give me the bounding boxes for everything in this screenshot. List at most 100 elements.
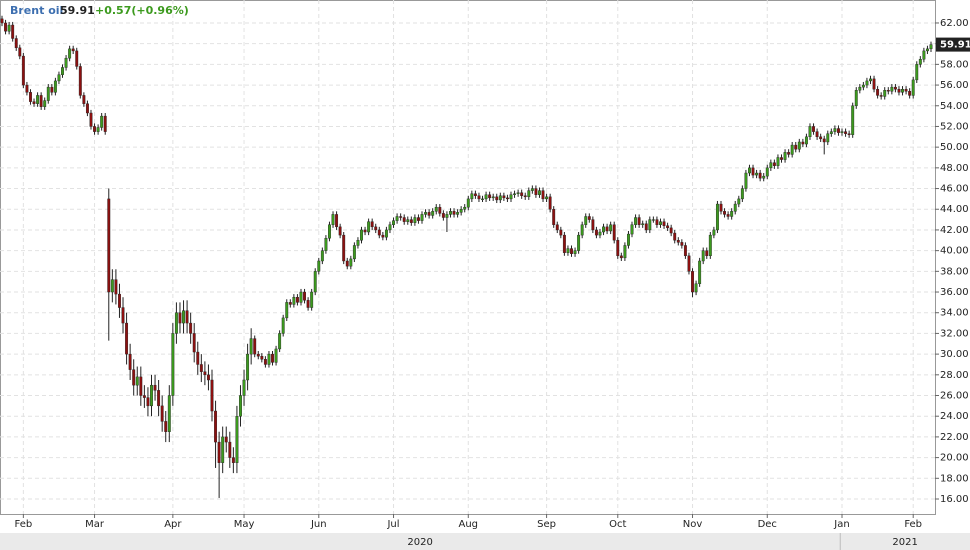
candle-body: [765, 167, 769, 177]
candle-body: [847, 133, 851, 135]
candle-body: [445, 214, 449, 218]
y-tick-label: 26.00: [940, 391, 969, 402]
x-tick-label: Aug: [459, 519, 479, 530]
candle-body: [922, 50, 926, 60]
candle-body: [413, 217, 417, 223]
candle-body: [687, 255, 691, 272]
candle-body: [893, 86, 897, 90]
candle-body: [14, 38, 18, 49]
price-change: +0.57(+0.96%): [95, 4, 189, 17]
candle-body: [815, 131, 819, 138]
candle-body: [424, 212, 428, 215]
y-tick-label: 22.00: [940, 432, 969, 443]
candle-body: [139, 376, 143, 396]
candle-body: [602, 226, 605, 233]
candle-body: [691, 271, 694, 293]
candle-body: [534, 188, 538, 195]
candle-body: [128, 353, 132, 370]
candle-body: [644, 223, 648, 231]
candle-body: [53, 80, 57, 93]
candle-body: [566, 248, 570, 253]
candle-body: [317, 260, 321, 272]
candle-body: [370, 221, 374, 228]
candle-body: [146, 397, 150, 407]
candle-body: [573, 250, 577, 254]
candle-body: [872, 78, 876, 90]
candle-body: [591, 219, 595, 231]
year-label: 2021: [892, 537, 917, 548]
candle-body: [808, 126, 812, 138]
candle-body: [313, 271, 317, 293]
candle-body: [705, 250, 709, 257]
candle-body: [132, 369, 136, 386]
candle-body: [438, 206, 442, 214]
y-tick-label: 34.00: [940, 308, 969, 319]
candle-body: [75, 50, 79, 67]
candle-body: [118, 293, 121, 308]
candle-body: [310, 291, 314, 308]
candle-body: [459, 209, 463, 213]
candle-body: [377, 229, 381, 236]
candle-body: [196, 351, 200, 365]
candle-body: [577, 234, 581, 251]
candle-body: [715, 203, 719, 231]
candle-body: [925, 48, 929, 52]
candle-body: [758, 172, 762, 179]
candle-body: [666, 225, 670, 229]
candle-body: [345, 260, 349, 267]
candle-body: [64, 57, 68, 68]
candle-body: [562, 234, 566, 253]
candle-body: [260, 355, 264, 360]
candle-body: [125, 322, 129, 355]
candle-body: [484, 194, 488, 200]
candle-body: [96, 127, 100, 132]
candle-body: [367, 221, 371, 233]
candle-body: [299, 291, 303, 303]
candle-body: [783, 152, 787, 160]
candle-body: [11, 24, 15, 39]
candle-body: [342, 234, 346, 262]
candle-body: [157, 390, 161, 407]
candle-body: [829, 131, 833, 134]
candle-body: [160, 405, 164, 422]
candle-body: [598, 231, 602, 236]
candle-body: [719, 203, 723, 212]
candle-body: [320, 250, 324, 262]
y-tick-label: 36.00: [940, 287, 969, 298]
candle-body: [21, 55, 25, 86]
candle-body: [780, 157, 783, 160]
candle-body: [18, 47, 22, 57]
candle-body: [826, 133, 830, 143]
y-tick-label: 58.00: [940, 59, 969, 70]
candle-body: [580, 224, 584, 236]
candle-body: [470, 193, 474, 200]
candle-body: [463, 206, 467, 210]
candle-body: [263, 359, 267, 365]
y-tick-label: 42.00: [940, 225, 969, 236]
candle-body: [858, 86, 862, 91]
candle-body: [142, 395, 146, 398]
candle-body: [349, 258, 353, 267]
candle-body: [335, 214, 339, 228]
candle-body: [36, 95, 40, 104]
candle-body: [505, 197, 509, 200]
year-label: 2020: [407, 537, 432, 548]
candle-body: [594, 229, 598, 236]
y-tick-label: 24.00: [940, 411, 969, 422]
candle-body: [491, 196, 495, 199]
x-tick-label: Apr: [164, 519, 182, 530]
candle-body: [228, 441, 232, 458]
candle-body: [616, 240, 620, 257]
candle-body: [278, 333, 282, 350]
candle-body: [787, 152, 791, 155]
candle-body: [837, 128, 840, 133]
candle-body: [662, 221, 666, 226]
candle-body: [552, 209, 556, 225]
candle-body: [7, 24, 11, 32]
candle-body: [530, 188, 534, 191]
price-tag-label: 59.91: [940, 40, 970, 51]
candle-body: [392, 220, 395, 225]
candle-body: [360, 229, 363, 241]
candle-body: [509, 194, 513, 200]
x-tick-label: Oct: [609, 519, 626, 530]
